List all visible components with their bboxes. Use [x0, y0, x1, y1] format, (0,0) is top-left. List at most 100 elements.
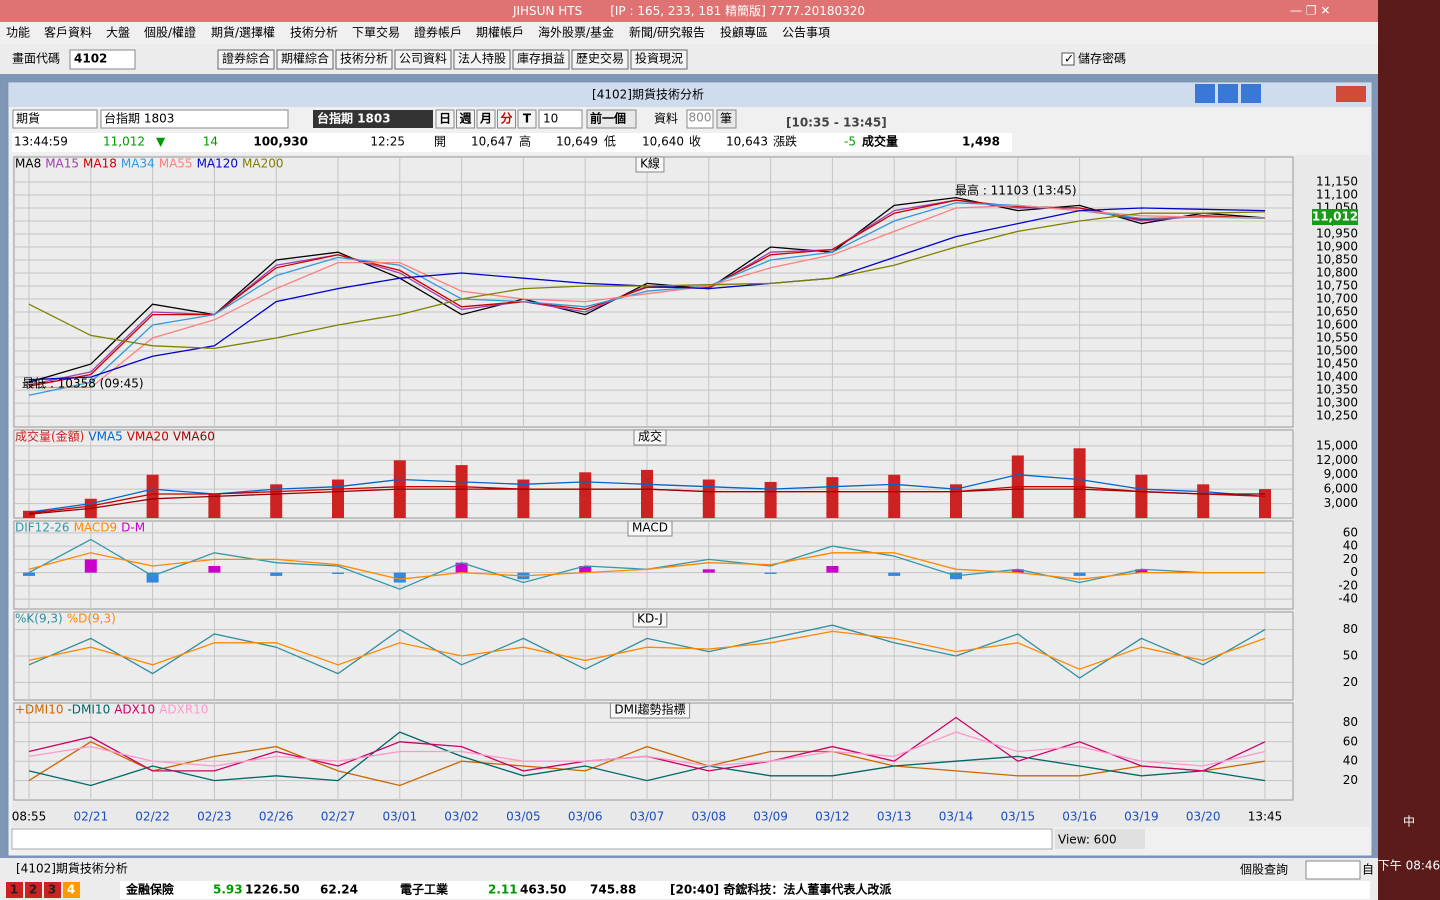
period-button[interactable]: [456, 109, 475, 129]
panel-btn[interactable]: [1241, 84, 1261, 103]
ime[interactable]: 中: [1403, 814, 1415, 829]
menu-item[interactable]: 客戶資料: [44, 25, 92, 40]
page-tab[interactable]: [44, 882, 61, 898]
menu-item[interactable]: 公告事項: [782, 26, 830, 40]
series-line: [28, 630, 1266, 670]
panel-title-box: [632, 611, 668, 628]
tool-button[interactable]: [335, 49, 393, 70]
tool-button[interactable]: [630, 49, 688, 70]
count-box[interactable]: [686, 109, 714, 129]
unit-btn[interactable]: [716, 109, 737, 129]
menu-item[interactable]: 大盤: [106, 26, 130, 40]
y-tick-label: 20: [1343, 675, 1358, 689]
tool-button[interactable]: [276, 49, 334, 70]
product-select[interactable]: [12, 109, 98, 129]
tool-button[interactable]: [217, 49, 275, 70]
page-tab[interactable]: [63, 882, 80, 898]
sector-idx: 1226.50: [245, 883, 300, 897]
y-tick-label: 10,550: [1316, 331, 1358, 345]
bar: [1135, 474, 1148, 518]
legend-entry: DIF12-26: [15, 521, 70, 535]
prev-btn[interactable]: [586, 109, 637, 129]
bar-time: 12:25: [370, 135, 405, 149]
unit: 筆: [720, 112, 732, 126]
menu-item[interactable]: 期權帳戶: [476, 26, 524, 40]
x-tick-label: 03/19: [1124, 810, 1159, 824]
tool-button[interactable]: [571, 49, 629, 70]
menu-item[interactable]: 證券帳戶: [414, 25, 462, 40]
contract-select[interactable]: [100, 109, 289, 129]
quote-row: [12, 133, 1012, 152]
menu-item[interactable]: 下單交易: [352, 25, 400, 40]
menu-item[interactable]: 期貨/選擇權: [211, 25, 275, 40]
menu-item[interactable]: 個股/權證: [144, 25, 196, 40]
bar: [270, 484, 283, 518]
legend-entry: VMA60: [173, 430, 215, 444]
tool-button-label: 庫存損益: [517, 51, 565, 66]
y-tick-label: 0: [1350, 565, 1358, 579]
panel-btn[interactable]: [1195, 84, 1215, 103]
chg-label: 漲跌: [773, 134, 797, 149]
bar: [393, 572, 406, 583]
status-tab[interactable]: [4102]期貨技術分析: [16, 861, 128, 876]
checkbox[interactable]: [1061, 52, 1075, 66]
sector-idx: 463.50: [520, 883, 566, 897]
menu-item[interactable]: 新聞/研究報告: [629, 25, 705, 40]
panel-btn[interactable]: [1218, 84, 1238, 103]
interval-select[interactable]: [538, 109, 583, 129]
taskbar: [1378, 0, 1440, 900]
code-box[interactable]: [69, 49, 136, 70]
open-label: 開: [434, 135, 446, 149]
series-line: [28, 731, 1266, 767]
legend-entry: ADX10: [114, 703, 155, 717]
series-line: [28, 199, 1266, 387]
menu-item[interactable]: 技術分析: [290, 26, 338, 40]
bar: [332, 479, 344, 518]
y-tick-label: 10,300: [1316, 396, 1358, 410]
series-line: [28, 488, 1265, 515]
menu-item[interactable]: 海外股票/基金: [538, 25, 614, 40]
page-tab[interactable]: [25, 882, 42, 898]
scrollbar[interactable]: [11, 828, 1053, 850]
bar: [455, 562, 468, 573]
query-label: 個股查詢: [1240, 862, 1288, 877]
x-tick-label: 02/27: [321, 810, 356, 824]
x-tick-label: 03/15: [1001, 810, 1036, 824]
x-tick-label: 02/23: [197, 810, 232, 824]
x-tick-label: 03/08: [692, 810, 727, 824]
series-line: [28, 552, 1265, 580]
panel-title-box: [633, 429, 667, 446]
legend-entry: D-M: [121, 521, 145, 535]
period-button[interactable]: [476, 109, 496, 129]
window-title: JIHSUN HTS [IP : 165, 233, 181 精簡版] 7777.…: [512, 3, 865, 18]
y-tick-label: 50: [1343, 649, 1358, 663]
query-box[interactable]: [1305, 860, 1361, 880]
tool-button-label: 公司資料: [399, 52, 447, 66]
y-tick-label: 10,250: [1316, 409, 1358, 423]
period-button[interactable]: [497, 109, 516, 129]
period-label: 週: [459, 111, 471, 126]
panel-close[interactable]: [1336, 86, 1366, 102]
period-button[interactable]: [517, 109, 537, 129]
legend-entry: VMA5: [88, 430, 122, 444]
tool-button[interactable]: [512, 49, 570, 70]
low-label: 低: [604, 135, 616, 149]
page-tab-label: 1: [10, 883, 18, 897]
menu-item[interactable]: 功能: [6, 26, 30, 40]
tool-button[interactable]: [453, 49, 511, 70]
view-box: [1055, 829, 1145, 849]
legend-entry: VMA20: [127, 430, 169, 444]
page-tab[interactable]: [6, 882, 23, 898]
y-tick-label: 10,500: [1316, 344, 1358, 358]
panel-title: K線: [640, 156, 660, 171]
menu-item[interactable]: 投顧專區: [720, 25, 768, 40]
y-tick-label: 6,000: [1324, 482, 1358, 496]
bar: [826, 477, 839, 518]
series-line: [28, 741, 1266, 787]
x-tick-label: 03/07: [630, 810, 665, 824]
y-tick-label: 10,800: [1316, 266, 1358, 280]
tool-button[interactable]: [394, 49, 452, 70]
period-button[interactable]: [435, 109, 455, 129]
window-buttons[interactable]: — ❐ ✕: [1290, 4, 1330, 18]
